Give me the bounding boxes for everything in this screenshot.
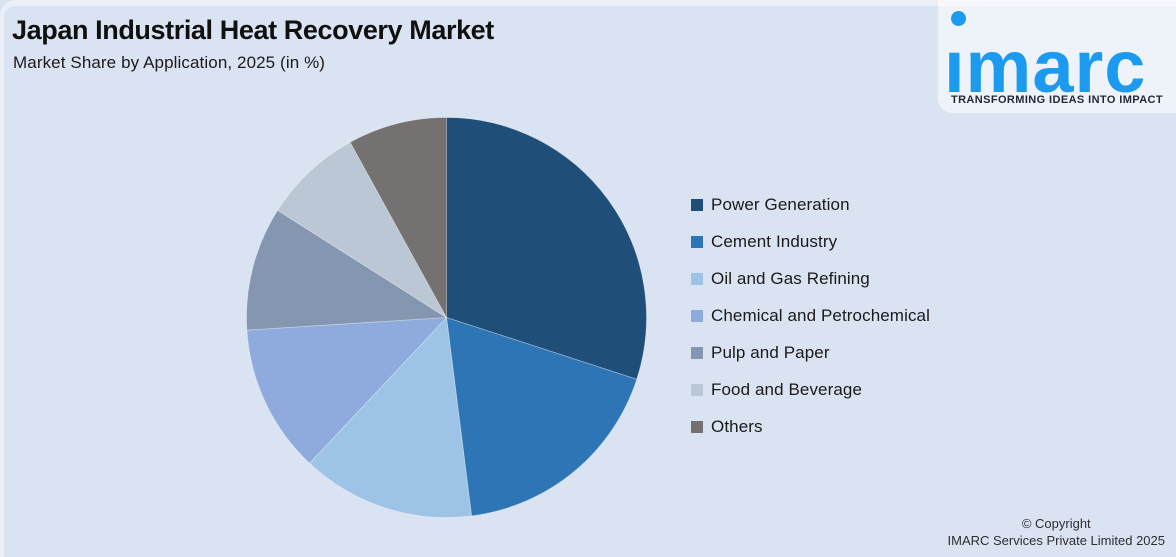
legend-swatch-icon	[691, 272, 703, 285]
imarc-logo-dot-icon	[951, 11, 966, 26]
legend-swatch-icon	[691, 198, 703, 211]
legend-item-others: Others	[691, 417, 930, 436]
pie-slice-cement-industry	[446, 317, 638, 517]
page-subtitle: Market Share by Application, 2025 (in %)	[13, 53, 326, 73]
legend-label: Others	[711, 416, 763, 436]
copyright: © Copyright IMARC Services Private Limit…	[948, 515, 1165, 550]
legend-swatch-icon	[691, 420, 703, 433]
pie-slice-others	[349, 117, 447, 318]
copyright-line1: © Copyright	[1021, 515, 1091, 531]
legend-item-power-generation: Power Generation	[691, 195, 930, 214]
copyright-line2: IMARC Services Private Limited 2025	[947, 533, 1165, 549]
legend-swatch-icon	[691, 346, 703, 359]
page-title: Japan Industrial Heat Recovery Market	[12, 15, 494, 45]
legend-item-cement-industry: Cement Industry	[691, 232, 930, 251]
legend-swatch-icon	[691, 383, 703, 396]
legend-label: Chemical and Petrochemical	[711, 305, 930, 325]
pie-slice-chemical-and-petrochemical	[246, 317, 447, 464]
pie-chart	[246, 117, 647, 518]
legend-label: Power Generation	[711, 194, 850, 214]
header: Japan Industrial Heat Recovery Market Ma…	[12, 14, 494, 73]
legend-item-oil-and-gas-refining: Oil and Gas Refining	[691, 269, 930, 288]
pie-slice-food-and-beverage	[277, 141, 447, 318]
legend-swatch-icon	[691, 309, 703, 322]
chart-legend: Power Generation Cement Industry Oil and G…	[691, 195, 930, 454]
legend-item-chemical-and-petrochemical: Chemical and Petrochemical	[691, 306, 930, 325]
legend-swatch-icon	[691, 235, 703, 248]
imarc-tagline: TRANSFORMING IDEAS INTO IMPACT	[950, 94, 1164, 106]
imarc-wordmark: ımarc	[944, 25, 1147, 108]
legend-label: Food and Beverage	[711, 379, 863, 399]
legend-label: Cement Industry	[711, 231, 838, 251]
legend-item-food-and-beverage: Food and Beverage	[691, 380, 930, 399]
imarc-logo: ımarc TRANSFORMING IDEAS INTO IMPACT	[938, 0, 1176, 113]
pie-slice-pulp-and-paper	[246, 209, 447, 331]
legend-label: Oil and Gas Refining	[711, 268, 870, 288]
pie-slice-power-generation	[446, 117, 647, 380]
pie-slice-oil-and-gas-refining	[309, 317, 472, 518]
legend-label: Pulp and Paper	[711, 342, 830, 362]
legend-item-pulp-and-paper: Pulp and Paper	[691, 343, 930, 362]
